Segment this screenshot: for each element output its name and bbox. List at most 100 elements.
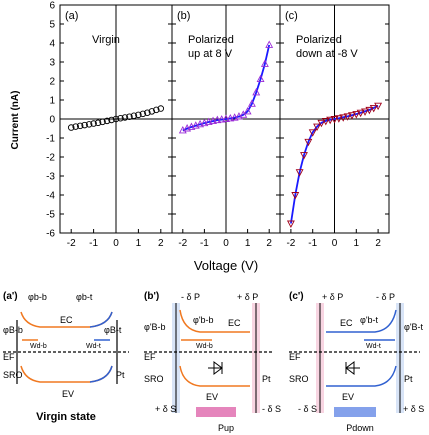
data-point xyxy=(265,40,274,48)
panel-caption: Polarized xyxy=(188,34,234,46)
x-tick-label: 0 xyxy=(223,238,229,249)
valence-band xyxy=(326,365,397,387)
ef-label: EF xyxy=(144,352,156,362)
iv-plots: Current (nA) Voltage (V) 6 5 4 3 2 1 0 -1 -2 -3 -4… xyxy=(10,1,390,273)
x-tick-label: 0 xyxy=(113,238,119,249)
x-tick-label: -2 xyxy=(286,238,295,249)
data-point xyxy=(230,113,239,121)
pdown-arrow-icon xyxy=(334,407,376,417)
phi-B-b-label: φB-b xyxy=(3,325,23,335)
data-point xyxy=(326,116,335,125)
phi-b-b-label: φb-b xyxy=(28,292,47,302)
data-point xyxy=(112,115,120,123)
pup-arrow-icon xyxy=(196,407,236,417)
panel-tag: (b) xyxy=(177,10,190,22)
phi-B-t-label: φB-t xyxy=(104,325,122,335)
y-tick-label: 2 xyxy=(49,77,55,88)
y-tick-label: -4 xyxy=(46,191,55,202)
panel-caption: Virgin xyxy=(92,34,120,46)
data-point xyxy=(67,124,75,131)
data-point xyxy=(72,123,79,130)
data-point xyxy=(139,110,147,118)
dp-right-label: + δ P xyxy=(237,292,258,302)
data-point xyxy=(85,121,93,128)
x-tick-label: -1 xyxy=(89,238,98,249)
data-point xyxy=(374,102,383,111)
band-diagram-virgin: (a') φb-b φb-t φB-b φB-t EC EF EV Wd-b W… xyxy=(3,291,129,423)
conduction-band-right xyxy=(89,311,113,328)
data-point xyxy=(291,192,300,200)
panel-caption: Polarized xyxy=(296,34,342,46)
x-tick-label: 1 xyxy=(354,238,360,249)
y-tick-label: -6 xyxy=(46,229,55,240)
data-point xyxy=(317,119,326,128)
y-tick-label: 6 xyxy=(49,1,55,12)
x-tick-label: -1 xyxy=(200,238,209,249)
valence-band-right xyxy=(89,365,113,383)
data-point xyxy=(117,114,124,122)
right-electrode-label: Pt xyxy=(116,370,125,380)
ec-label: EC xyxy=(340,318,353,328)
panel-tag: (a') xyxy=(3,291,18,302)
phi-b-t-label: φb-t xyxy=(76,292,93,302)
ec-label: EC xyxy=(60,315,73,325)
data-point xyxy=(300,152,308,160)
data-point xyxy=(347,112,356,120)
virgin-state-caption: Virgin state xyxy=(36,411,96,423)
x-tick-label: -2 xyxy=(178,238,187,249)
phi-B-b-label: φ'B-b xyxy=(144,322,166,332)
x-tick-label: 1 xyxy=(245,238,251,249)
data-point xyxy=(213,115,222,124)
data-point xyxy=(304,138,313,147)
x-tick-label: 2 xyxy=(266,238,272,249)
pol-label: Pup xyxy=(218,423,234,433)
wd-b-label: Wd-b xyxy=(196,343,213,350)
data-point xyxy=(313,123,322,132)
dp-left-label: - δ P xyxy=(181,292,200,302)
y-tick-label: 3 xyxy=(49,58,55,69)
data-point xyxy=(226,113,235,122)
data-point xyxy=(321,117,330,126)
data-point xyxy=(76,122,84,130)
data-point xyxy=(108,116,115,124)
y-tick-label: 0 xyxy=(49,115,55,126)
phi-b-t-label: φ'b-t xyxy=(360,315,379,325)
plot-panel-b: -2 -1 0 1 2 (b) Polarized up at 8 V xyxy=(171,4,281,249)
conduction-band xyxy=(326,309,397,333)
data-point xyxy=(247,99,256,107)
data-point xyxy=(217,115,226,123)
wd-b-label: Wd-b xyxy=(30,343,47,350)
ev-label: EV xyxy=(206,392,218,402)
panel-tag: (c) xyxy=(285,10,298,22)
left-electrode-label: SRO xyxy=(289,374,309,384)
phi-B-t-label: φ'B-t xyxy=(404,322,424,332)
panel-caption: up at 8 V xyxy=(188,48,233,60)
data-point xyxy=(103,117,111,125)
panel-tag: (a) xyxy=(65,10,78,22)
ef-label: EF xyxy=(3,352,15,362)
data-point xyxy=(343,113,352,121)
data-point xyxy=(144,109,151,116)
diode-icon xyxy=(345,361,360,375)
y-tick-label: -2 xyxy=(46,153,55,164)
data-point xyxy=(352,111,361,119)
left-electrode-label: SRO xyxy=(3,370,23,380)
data-point xyxy=(135,111,142,119)
data-point xyxy=(339,114,348,122)
data-point xyxy=(260,59,269,67)
data-point xyxy=(308,129,317,137)
band-diagrams: (a') φb-b φb-t φB-b φB-t EC EF EV Wd-b W… xyxy=(3,291,424,433)
wd-t-label: Wd-t xyxy=(86,343,101,350)
data-point xyxy=(81,121,88,129)
right-electrode-label: Pt xyxy=(262,374,271,384)
x-tick-label: -1 xyxy=(308,238,317,249)
data-point xyxy=(295,169,304,177)
data-point xyxy=(196,119,205,128)
y-tick-label: -1 xyxy=(46,134,55,145)
y-tick-label: 1 xyxy=(49,96,55,107)
valence-band xyxy=(179,365,250,387)
dp-right-label: - δ P xyxy=(376,292,395,302)
y-tick-label: -3 xyxy=(46,172,55,183)
data-point xyxy=(330,116,339,124)
